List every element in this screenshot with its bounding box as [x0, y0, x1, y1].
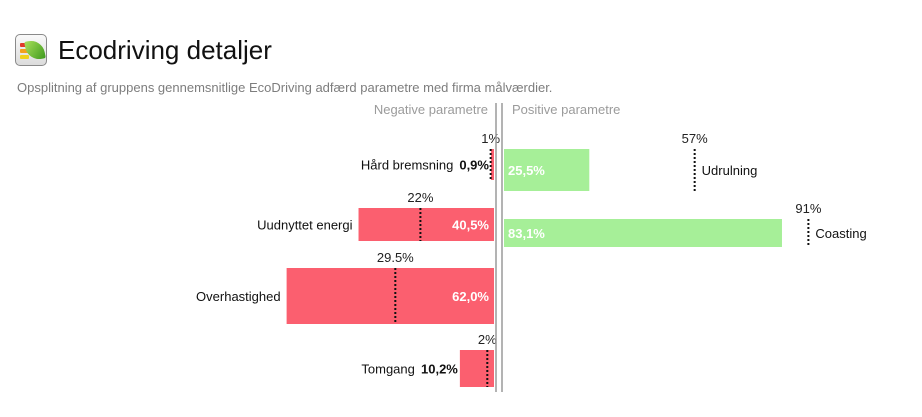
target-label: 2%: [478, 332, 497, 347]
category-label: Udrulning: [702, 163, 758, 178]
category-label: Overhastighed: [196, 289, 281, 304]
bar-value-label: 0,9%: [459, 158, 489, 173]
positive-panel-title: Positive parametre: [512, 102, 620, 117]
negative-bar: [286, 268, 494, 324]
target-label: 57%: [682, 131, 708, 146]
bar-value-label: 62,0%: [452, 289, 489, 304]
ecodriving-leaf-icon: [15, 34, 47, 66]
category-label: Hård bremsning: [361, 158, 454, 173]
category-label: Tomgang: [361, 362, 414, 377]
bar-value-label: 83,1%: [508, 226, 545, 241]
bar-value-label: 40,5%: [452, 218, 489, 233]
negative-panel-title: Negative parametre: [374, 102, 488, 117]
target-label: 91%: [795, 201, 821, 216]
page-title: Ecodriving detaljer: [58, 34, 272, 65]
target-label: 1%: [481, 131, 500, 146]
category-label: Coasting: [815, 226, 866, 241]
target-label: 29.5%: [377, 250, 414, 265]
positive-bar: [504, 219, 782, 247]
page-header: Ecodriving detaljer: [15, 30, 272, 70]
negative-bar: [358, 208, 494, 241]
positive-bar: [504, 149, 590, 191]
bar-value-label: 10,2%: [421, 362, 458, 377]
negative-bar: [490, 149, 494, 180]
negative-bar: [459, 350, 494, 387]
page-subtitle: Opsplitning af gruppens gennemsnitlige E…: [17, 80, 553, 95]
category-label: Uudnyttet energi: [257, 218, 353, 233]
bar-value-label: 25,5%: [508, 163, 545, 178]
target-label: 22%: [407, 190, 433, 205]
